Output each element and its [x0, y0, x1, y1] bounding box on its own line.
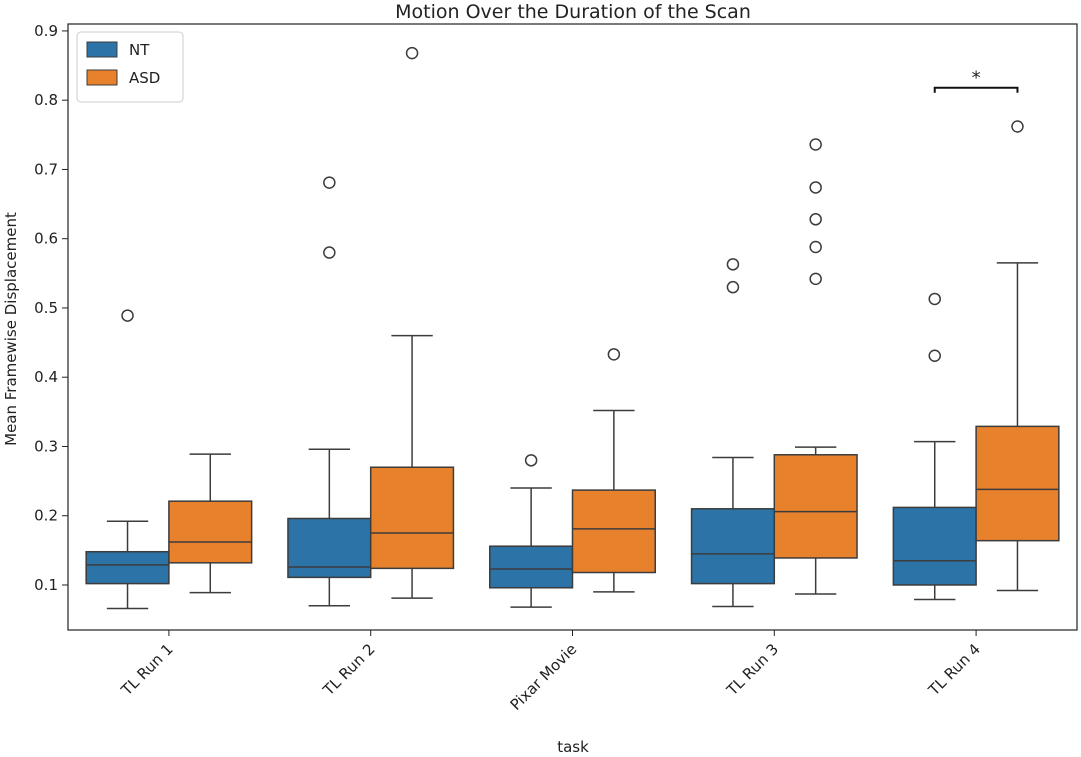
- y-tick-label: 0.9: [34, 22, 58, 40]
- outlier-point: [607, 348, 621, 361]
- box-body: [892, 506, 977, 586]
- box-body: [369, 466, 455, 570]
- box-asd-2: [571, 348, 656, 593]
- outlier-point: [726, 258, 740, 271]
- outlier-point: [809, 213, 822, 226]
- box-nt-0: [85, 309, 170, 610]
- legend-label-nt: NT: [129, 41, 150, 59]
- significance-bracket: [933, 86, 1019, 93]
- y-tick-label: 0.6: [34, 230, 58, 248]
- box-body: [287, 517, 372, 579]
- box-body: [489, 545, 574, 589]
- outlier-point: [809, 181, 822, 194]
- plot-frame: [67, 23, 1078, 631]
- y-tick-label: 0.8: [34, 91, 58, 109]
- outlier-point: [323, 246, 336, 259]
- box-body: [773, 454, 858, 559]
- box-body: [975, 425, 1060, 542]
- box-asd-4: [975, 120, 1060, 592]
- y-axis-label: Mean Framewise Displacement: [2, 212, 20, 446]
- box-asd-3: [773, 138, 858, 595]
- legend-swatch-nt: [86, 41, 118, 58]
- outlier-point: [809, 272, 822, 286]
- outlier-point: [809, 240, 822, 254]
- outlier-point: [121, 309, 134, 322]
- outlier-point: [1011, 120, 1024, 133]
- outlier-point: [809, 138, 822, 151]
- box-nt-1: [287, 176, 372, 607]
- box-nt-3: [690, 258, 776, 608]
- outlier-point: [524, 454, 538, 467]
- box-body: [571, 489, 656, 574]
- box-asd-1: [369, 46, 455, 599]
- legend-label-asd: ASD: [129, 69, 160, 87]
- y-tick-label: 0.2: [34, 507, 58, 525]
- y-tick-label: 0.4: [34, 368, 58, 386]
- outlier-point: [405, 46, 419, 60]
- chart-title: Motion Over the Duration of the Scan: [395, 1, 751, 23]
- outlier-point: [928, 292, 941, 306]
- box-nt-4: [892, 292, 977, 601]
- box-body: [690, 508, 776, 585]
- significance-star: *: [972, 68, 981, 89]
- box-body: [168, 500, 253, 564]
- box-nt-2: [489, 454, 574, 608]
- y-tick-label: 0.3: [34, 437, 58, 455]
- y-tick-label: 0.1: [34, 576, 58, 594]
- box-asd-0: [168, 453, 253, 594]
- legend: NT ASD: [76, 31, 184, 103]
- outlier-point: [323, 176, 336, 189]
- outlier-point: [726, 280, 740, 294]
- legend-swatch-asd: [86, 69, 118, 86]
- outlier-point: [928, 349, 941, 362]
- significance-annotation: *: [933, 68, 1019, 93]
- y-tick-label: 0.5: [34, 299, 58, 317]
- y-tick-label: 0.7: [34, 160, 58, 178]
- box-body: [85, 550, 170, 585]
- x-axis-label: task: [557, 738, 589, 756]
